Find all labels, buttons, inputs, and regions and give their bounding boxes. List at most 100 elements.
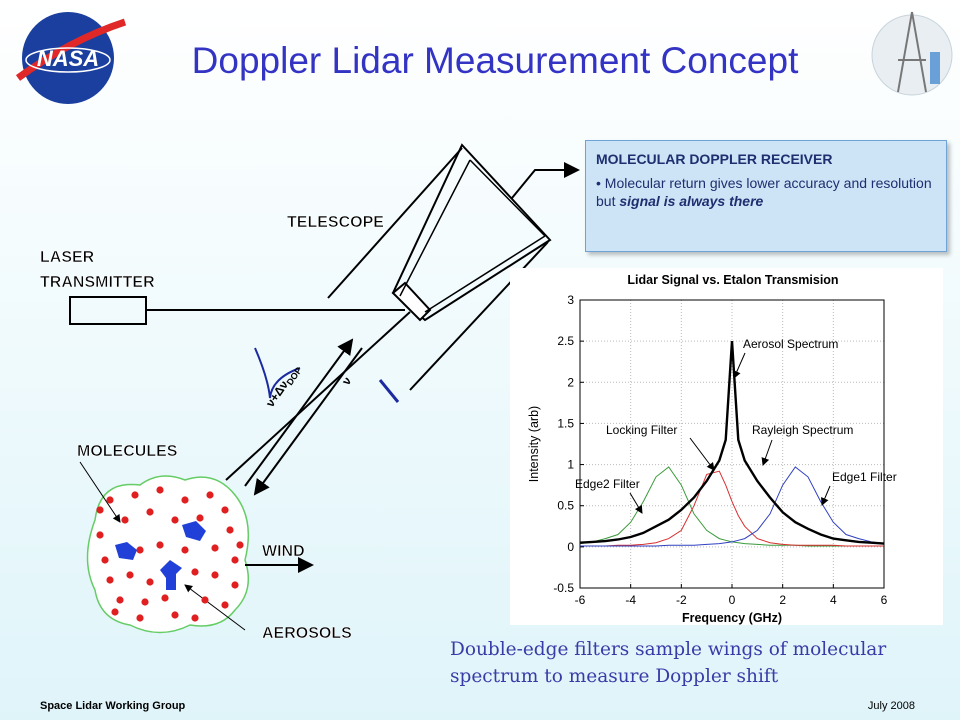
secondary-mirror (391, 281, 432, 322)
molecule (191, 568, 199, 576)
molecule (171, 516, 179, 524)
molecule (226, 526, 234, 534)
fov-line (409, 241, 549, 391)
y-axis-label: Intensity (arb) (527, 406, 541, 482)
molecule (161, 594, 169, 602)
molecules-label: MOLECULES (77, 443, 178, 460)
x-tick-label: -4 (625, 593, 636, 607)
molecule (181, 496, 189, 504)
molecule (211, 544, 219, 552)
chart: Lidar Signal vs. Etalon Transmision Freq… (510, 268, 943, 625)
return-arrow (244, 338, 354, 487)
footer-left: Space Lidar Working Group (40, 700, 186, 712)
wind-label: WIND (262, 543, 305, 560)
caption: Double-edge filters sample wings of mole… (450, 636, 886, 690)
lidar-diagram (69, 143, 580, 634)
x-tick-label: 6 (881, 593, 888, 607)
molecule (206, 491, 214, 499)
diagram-labels: LASER TRANSMITTER TELESCOPE MOLECULES WI… (40, 214, 385, 643)
transmit-arrow (253, 347, 363, 496)
molecule (116, 596, 124, 604)
series-line (580, 470, 884, 547)
series-line (579, 341, 885, 545)
x-tick-label: -2 (676, 593, 687, 607)
molecule (96, 531, 104, 539)
molecule (96, 506, 104, 514)
chart-background (510, 268, 943, 625)
molecule (141, 598, 149, 606)
molecule (121, 516, 129, 524)
aerosol (160, 560, 182, 590)
y-tick-label: -0.5 (553, 581, 574, 595)
annotation: Locking Filter (606, 423, 677, 437)
annotation-arrow (689, 437, 715, 471)
annotation: Edge1 Filter (832, 470, 897, 484)
molecule (106, 496, 114, 504)
bullet-emphasis: signal is always there (619, 193, 764, 209)
annotation-arrow (733, 352, 746, 379)
molecule (136, 614, 144, 622)
y-tick-label: 0.5 (557, 499, 574, 513)
molecule (111, 608, 119, 616)
logo-text: NASA (37, 46, 99, 71)
outgoing-beam (225, 311, 411, 481)
frequency-label: ν (339, 374, 354, 388)
caption-line: Double-edge filters sample wings of mole… (450, 639, 887, 660)
series-line (580, 466, 885, 547)
annotation: Edge2 Filter (575, 477, 640, 491)
shifted-frequency-subscript: DOP (285, 365, 304, 387)
molecule (156, 541, 164, 549)
annotation: Rayleigh Spectrum (752, 423, 853, 437)
receiver-box: MOLECULAR DOPPLER RECEIVER • Molecular r… (585, 140, 947, 252)
y-tick-label: 2.5 (557, 334, 574, 348)
x-tick-label: -6 (575, 593, 586, 607)
laser-box (69, 296, 147, 325)
plot-frame (579, 299, 885, 589)
molecule (231, 556, 239, 564)
laser-line-shape (378, 379, 400, 403)
molecule (171, 611, 179, 619)
shifted-line-shape (254, 347, 301, 399)
molecule (201, 596, 209, 604)
molecule (221, 506, 229, 514)
telescope-label: TELESCOPE (287, 214, 384, 231)
aerosol (115, 542, 137, 560)
aerosol (182, 521, 206, 541)
aerosols-pointer (184, 584, 246, 631)
annotation-arrow (821, 485, 831, 506)
molecule (101, 556, 109, 564)
molecule (126, 571, 134, 579)
molecules-pointer (79, 461, 121, 523)
optical-path (399, 159, 546, 313)
y-tick-label: 3 (567, 293, 574, 307)
receiver-arrow (511, 162, 580, 199)
molecule (181, 546, 189, 554)
annotation-arrow (629, 492, 643, 514)
molecule (211, 571, 219, 579)
annotation-arrow (761, 439, 773, 466)
x-tick-label: 4 (830, 593, 837, 607)
x-tick-label: 2 (779, 593, 786, 607)
nasa-logo: NASA (15, 12, 127, 104)
molecule (236, 541, 244, 549)
annotation: Aerosol Spectrum (743, 337, 838, 351)
fov-line (327, 147, 463, 299)
particles (96, 486, 244, 622)
atmosphere-cloud (86, 475, 250, 634)
telescope-tube (391, 143, 552, 322)
y-tick-label: 2 (567, 375, 574, 389)
molecule (136, 546, 144, 554)
molecule (231, 581, 239, 589)
molecule (131, 491, 139, 499)
molecule (106, 576, 114, 584)
receiver-bullet: • Molecular return gives lower accuracy … (596, 174, 936, 210)
caption-line: spectrum to measure Doppler shift (450, 666, 779, 687)
molecule (146, 578, 154, 586)
molecule (221, 601, 229, 609)
photo-emblem (871, 11, 953, 96)
molecule (196, 514, 204, 522)
footer-right: July 2008 (867, 700, 915, 712)
x-axis-label: Frequency (GHz) (682, 611, 782, 625)
aerosols-label: AEROSOLS (262, 625, 352, 642)
